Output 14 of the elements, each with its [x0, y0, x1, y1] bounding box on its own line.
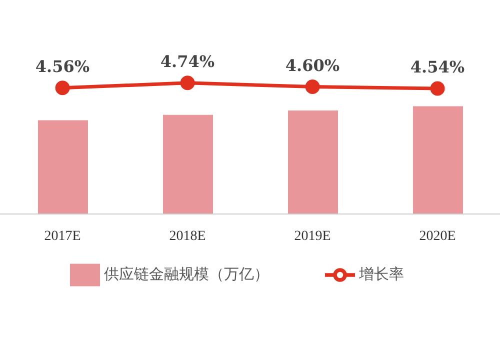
x-tick-label: 2020E	[419, 228, 456, 244]
bar	[38, 120, 88, 214]
x-tick-label: 2017E	[44, 228, 81, 244]
bar	[163, 114, 213, 214]
x-tick-label: 2019E	[294, 228, 331, 244]
bar	[288, 110, 338, 214]
data-label: 4.60%	[285, 56, 340, 75]
x-tick-label: 2018E	[169, 228, 206, 244]
data-label: 4.54%	[410, 57, 465, 76]
data-label: 4.56%	[35, 56, 90, 76]
data-label: 4.74%	[160, 52, 215, 71]
bar	[413, 106, 463, 214]
legend-label: 供应链金融规模（万亿）	[104, 265, 269, 284]
legend-label: 增长率	[359, 265, 404, 284]
